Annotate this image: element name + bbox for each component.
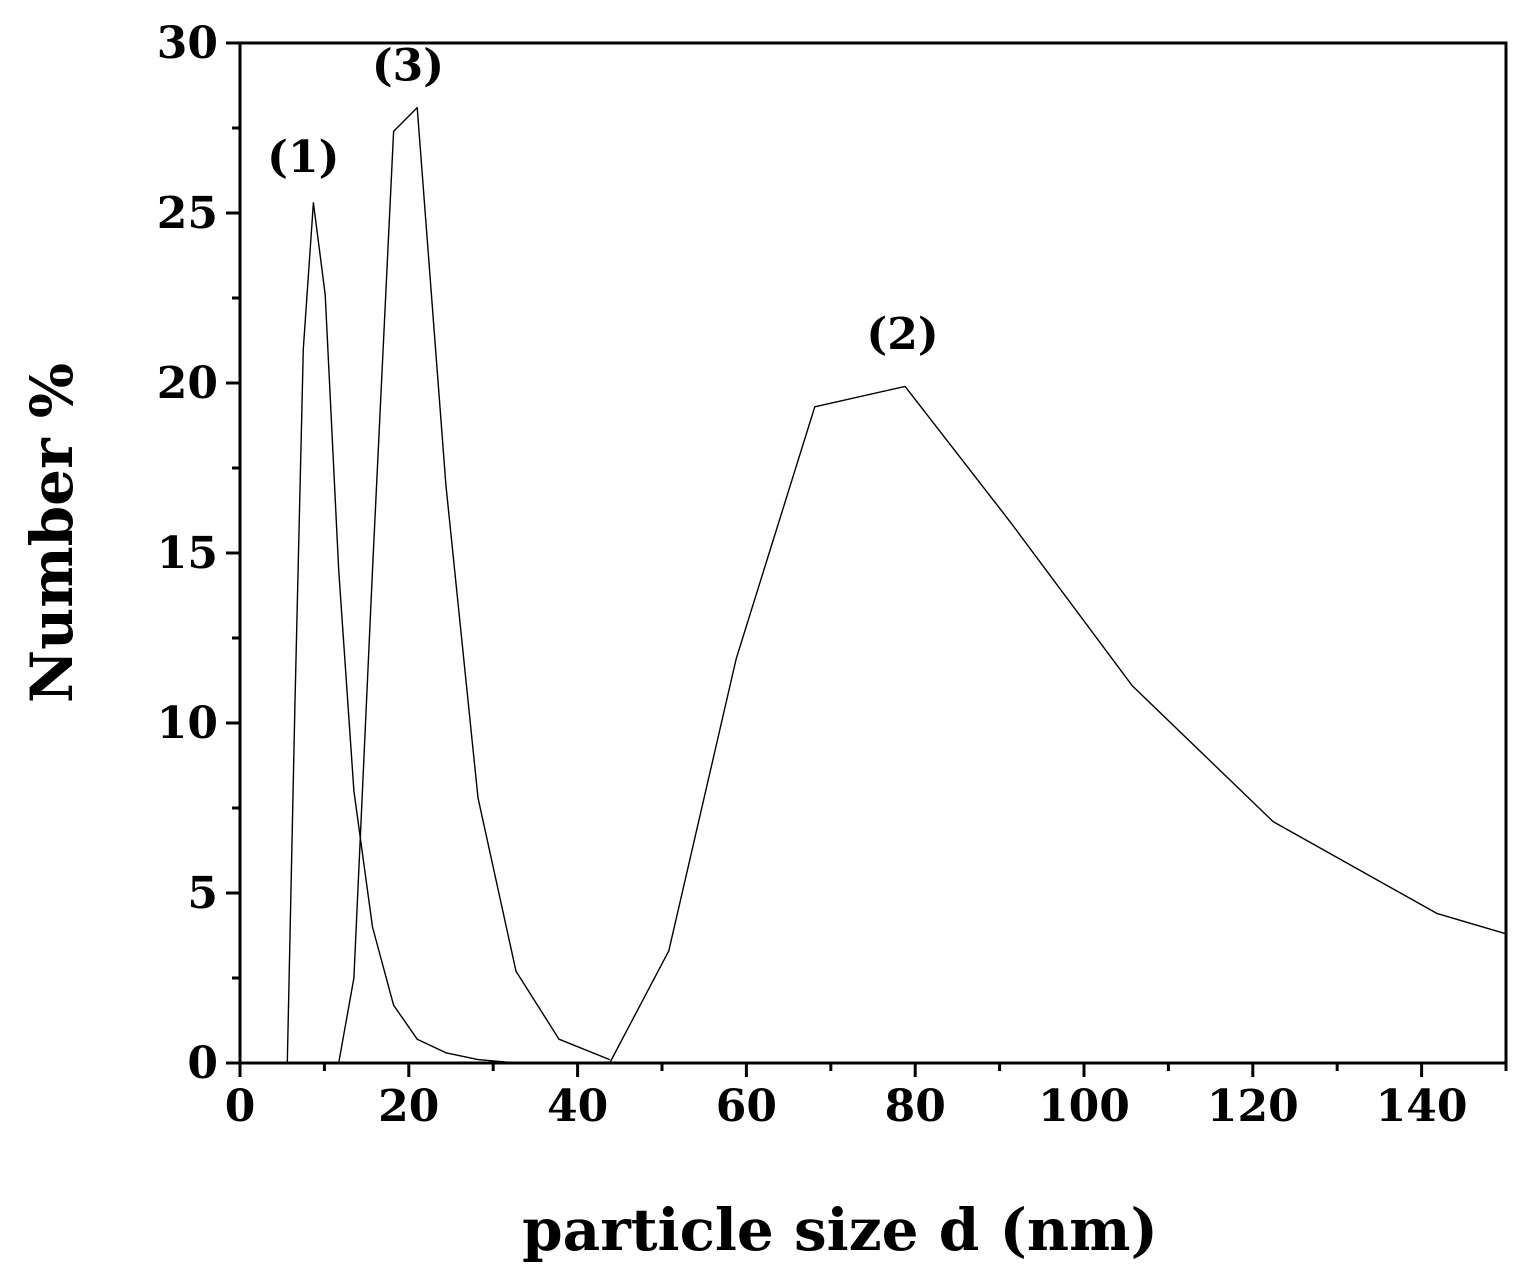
series-layer — [286, 106, 1507, 1064]
y-tick-label: 0 — [187, 1038, 218, 1089]
y-tick-label: 30 — [157, 18, 218, 69]
y-tick-label: 10 — [157, 698, 218, 749]
ticks-layer: 0 20 40 60 80 100 120 140 0 5 10 15 20 25 30 — [157, 18, 1508, 1132]
y-tick-label: 25 — [157, 188, 218, 239]
x-tick-label: 40 — [547, 1081, 608, 1132]
y-tick-label: 5 — [187, 868, 218, 919]
x-axis-title: particle size d (nm) — [522, 1196, 1158, 1264]
x-tick-label: 120 — [1207, 1081, 1299, 1132]
series-line-1 — [286, 202, 610, 1064]
x-tick-label: 140 — [1376, 1081, 1468, 1132]
y-tick-label: 20 — [157, 358, 218, 409]
x-tick-label: 0 — [225, 1081, 256, 1132]
series-line-2 — [338, 106, 610, 1064]
x-tick-label: 20 — [378, 1081, 439, 1132]
x-tick-label: 100 — [1038, 1081, 1130, 1132]
curve-label: (2) — [866, 309, 938, 360]
y-tick-label: 15 — [157, 528, 218, 579]
series-line-3 — [609, 385, 1507, 1064]
annotation-layer: (1) (3) (2) — [267, 40, 939, 360]
y-axis-title: Number % — [18, 363, 86, 703]
x-tick-label: 80 — [885, 1081, 946, 1132]
x-tick-label: 60 — [716, 1081, 777, 1132]
plot-frame — [238, 41, 1508, 1065]
curve-label: (3) — [372, 40, 444, 91]
curve-label: (1) — [267, 132, 339, 183]
